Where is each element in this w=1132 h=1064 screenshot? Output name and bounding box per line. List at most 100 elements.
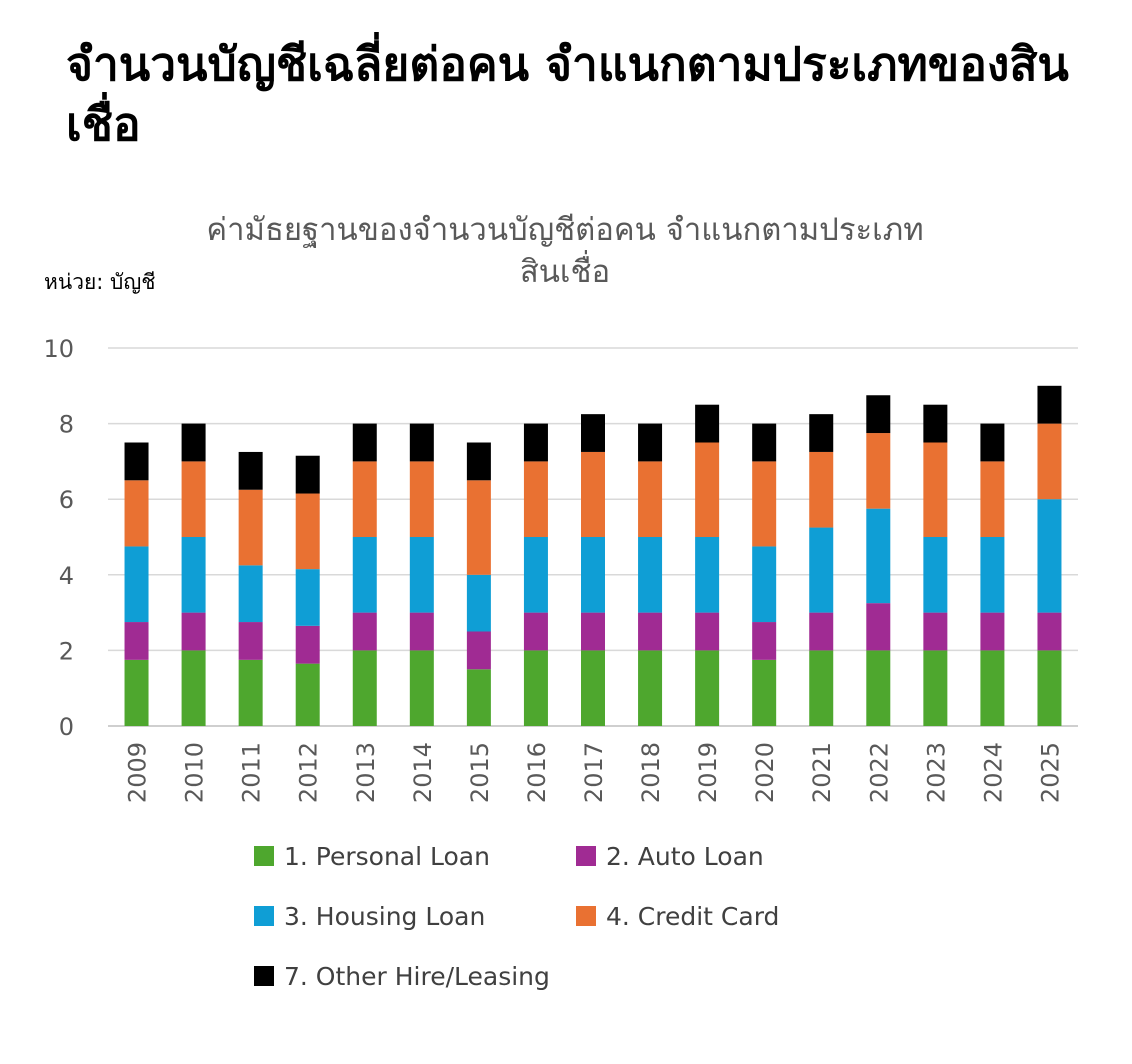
bar-segment: [1037, 423, 1062, 500]
legend-label: 7. Other Hire/Leasing: [284, 961, 550, 991]
bar-segment: [466, 480, 491, 575]
bar-segment: [295, 663, 320, 726]
x-tick-label: 2019: [694, 742, 722, 803]
page-headline: จำนวนบัญชีเฉลี่ยต่อคน จำแนกตามประเภทของส…: [66, 37, 1069, 151]
x-tick-label: 2013: [352, 742, 380, 803]
bar-segment: [181, 461, 206, 537]
x-tick-label: 2016: [523, 742, 551, 803]
bar-segment: [695, 612, 720, 651]
bar-segment: [124, 442, 149, 481]
bar-segment: [866, 433, 891, 509]
bar-segment: [238, 489, 263, 566]
bar-segment: [523, 461, 548, 537]
bar-segment: [409, 537, 434, 613]
bar-segment: [866, 603, 891, 651]
legend-item: 3. Housing Loan: [254, 898, 576, 934]
bar-segment: [409, 612, 434, 651]
x-tick-label: 2024: [979, 742, 1007, 803]
bar-segment: [352, 612, 377, 651]
chart-title-line: สินเชื่อ: [520, 250, 610, 290]
bar-segment: [124, 622, 149, 660]
y-tick-label: 0: [59, 713, 74, 741]
bar-segment: [809, 414, 834, 452]
legend-label: 2. Auto Loan: [606, 841, 764, 871]
bar-segment: [752, 659, 777, 726]
bar-segment: [581, 451, 605, 537]
legend-label: 4. Credit Card: [606, 901, 780, 931]
bar-segment: [352, 537, 377, 613]
bar-segment: [980, 612, 1005, 651]
chart-title: ค่ามัธยฐานของจำนวนบัญชีต่อคน จำแนกตามประ…: [206, 212, 923, 290]
bar-segment: [638, 537, 663, 613]
bar-segment: [809, 650, 834, 726]
bar-segment: [752, 622, 777, 660]
x-tick-label: 2022: [865, 742, 893, 803]
bar-segment: [809, 527, 834, 613]
bar-segment: [238, 659, 263, 726]
x-axis-ticks: 2009 2010 2011 2012 2013 2014 2015 2016 2017 2018…: [124, 742, 1065, 803]
bar-segment: [181, 537, 206, 613]
bar-segment: [638, 461, 663, 537]
legend-item: 4. Credit Card: [576, 898, 874, 934]
legend-swatch: [576, 906, 596, 926]
bar-segment: [466, 631, 491, 670]
x-tick-label: 2020: [751, 742, 779, 803]
bar-segment: [638, 650, 663, 726]
x-tick-label: 2021: [808, 742, 836, 803]
x-tick-label: 2018: [637, 742, 665, 803]
y-tick-label: 8: [59, 411, 74, 439]
x-tick-label: 2010: [181, 742, 209, 803]
bar-segment: [980, 423, 1005, 462]
legend-swatch: [254, 966, 274, 986]
bar-segment: [1037, 499, 1062, 613]
legend-label: 3. Housing Loan: [284, 901, 486, 931]
x-tick-label: 2017: [580, 742, 608, 803]
bar-segment: [124, 546, 149, 623]
x-tick-label: 2014: [409, 742, 437, 803]
bar-segment: [523, 650, 548, 726]
unit-label: หน่วย: บัญชี: [44, 270, 156, 294]
bar-segment: [238, 451, 263, 490]
bar-segment: [752, 423, 777, 462]
chart-title-line: ค่ามัธยฐานของจำนวนบัญชีต่อคน จำแนกตามประ…: [206, 212, 923, 248]
bar-segment: [124, 480, 149, 547]
bar-segment: [1037, 612, 1062, 651]
bar-segment: [695, 650, 720, 726]
bar-segment: [923, 650, 948, 726]
bar-segment: [809, 612, 834, 651]
legend-swatch: [254, 906, 274, 926]
legend-swatch: [576, 846, 596, 866]
bar-segment: [295, 493, 320, 570]
bar-segment: [238, 565, 263, 623]
bar-segment: [181, 650, 206, 726]
x-tick-label: 2015: [466, 742, 494, 803]
bar-segment: [695, 442, 720, 537]
bar-segment: [581, 650, 605, 726]
legend-label: 1. Personal Loan: [284, 841, 490, 871]
bar-segment: [409, 650, 434, 726]
bar-segment: [581, 612, 605, 651]
legend-item: 1. Personal Loan: [254, 838, 576, 874]
x-tick-label: 2025: [1036, 742, 1064, 803]
bar-segment: [1037, 650, 1062, 726]
bar-segment: [980, 650, 1005, 726]
bar-segment: [581, 414, 605, 452]
x-tick-label: 2023: [922, 742, 950, 803]
legend-item: 7. Other Hire/Leasing: [254, 958, 576, 994]
bar-segment: [695, 404, 720, 443]
bar-segment: [409, 423, 434, 462]
bar-segment: [466, 574, 491, 632]
x-tick-label: 2009: [124, 742, 152, 803]
bar-segment: [352, 461, 377, 537]
bar-segment: [923, 404, 948, 443]
bar-segment: [295, 569, 320, 626]
bar-segment: [866, 650, 891, 726]
bar-segment: [923, 442, 948, 537]
bar-segment: [124, 659, 149, 726]
bar-segment: [866, 508, 891, 604]
bar-segment: [809, 451, 834, 528]
x-tick-label: 2011: [238, 742, 266, 803]
bar-segment: [295, 625, 320, 664]
legend-swatch: [254, 846, 274, 866]
